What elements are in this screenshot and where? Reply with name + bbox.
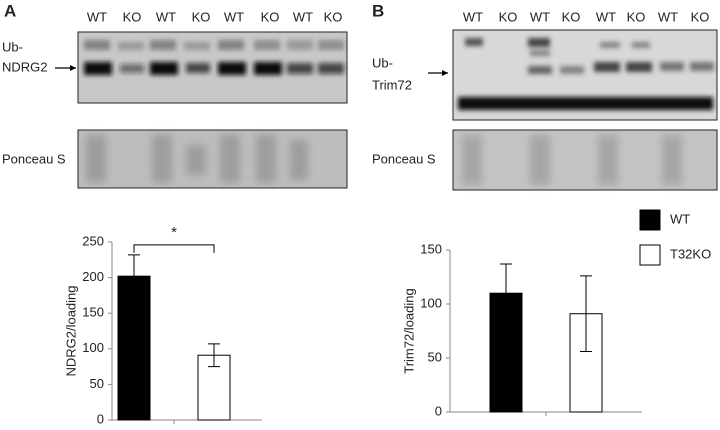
lane-label: WT bbox=[463, 9, 483, 24]
loading-label: Ponceau S bbox=[372, 151, 436, 166]
error-bar bbox=[208, 343, 220, 368]
blot-label: NDRG2 bbox=[2, 59, 48, 74]
y-tick-label: 0 bbox=[435, 403, 442, 418]
lane-label: KO bbox=[123, 9, 142, 24]
lane-label: KO bbox=[499, 9, 518, 24]
y-tick-label: 50 bbox=[90, 376, 104, 391]
panel-label: A bbox=[4, 1, 16, 20]
blot-label: Ub- bbox=[2, 39, 23, 54]
y-axis-label: Trim72/loading bbox=[401, 288, 416, 374]
lane-label: WT bbox=[293, 9, 313, 24]
lane-label: KO bbox=[627, 9, 646, 24]
legend-swatch bbox=[639, 244, 661, 266]
legend-label: WT bbox=[670, 211, 690, 226]
lane-label: WT bbox=[224, 9, 244, 24]
lane-label: WT bbox=[530, 9, 550, 24]
blot-label: Trim72 bbox=[372, 77, 412, 92]
lane-label: WT bbox=[87, 9, 107, 24]
significance-mark: * bbox=[171, 224, 177, 241]
y-tick-label: 250 bbox=[82, 233, 104, 248]
blot-label: Ub- bbox=[372, 55, 393, 70]
y-axis-label: NDRG2/loading bbox=[63, 285, 78, 376]
lane-label: WT bbox=[156, 9, 176, 24]
loading-label: Ponceau S bbox=[2, 151, 66, 166]
y-tick-label: 50 bbox=[428, 349, 442, 364]
panel-label: B bbox=[372, 1, 384, 20]
blot-a bbox=[55, 31, 348, 189]
error-bar bbox=[128, 254, 140, 299]
y-tick-label: 150 bbox=[82, 305, 104, 320]
lane-label: WT bbox=[658, 9, 678, 24]
error-bar bbox=[580, 275, 592, 353]
legend-label: T32KO bbox=[670, 246, 711, 261]
blot-b bbox=[428, 29, 718, 191]
lane-label: KO bbox=[324, 9, 343, 24]
significance-bracket bbox=[133, 244, 215, 253]
y-tick-label: 150 bbox=[420, 241, 442, 256]
lane-label: WT bbox=[596, 9, 616, 24]
bar bbox=[117, 275, 151, 421]
lane-label: KO bbox=[562, 9, 581, 24]
lane-label: KO bbox=[192, 9, 211, 24]
lane-label: KO bbox=[261, 9, 280, 24]
y-tick-label: 200 bbox=[82, 269, 104, 284]
y-tick-label: 100 bbox=[420, 295, 442, 310]
lane-label: KO bbox=[691, 9, 710, 24]
legend-swatch bbox=[639, 209, 661, 231]
error-bar bbox=[500, 263, 512, 323]
y-tick-label: 100 bbox=[82, 340, 104, 355]
y-tick-label: 0 bbox=[97, 411, 104, 426]
